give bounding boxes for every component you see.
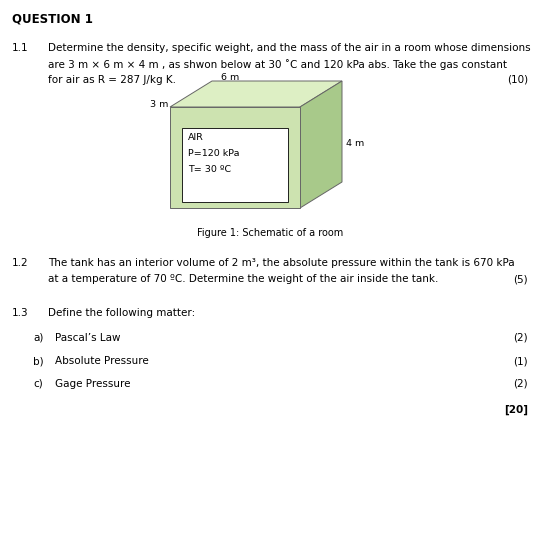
- Bar: [182, 128, 288, 202]
- Text: [20]: [20]: [504, 405, 528, 415]
- Text: 1.1: 1.1: [12, 43, 29, 53]
- Text: P=120 kPa: P=120 kPa: [188, 149, 240, 158]
- Text: are 3 m × 6 m × 4 m , as shwon below at 30 ˚C and 120 kPa abs. Take the gas cons: are 3 m × 6 m × 4 m , as shwon below at …: [48, 59, 507, 70]
- Text: a): a): [33, 333, 43, 343]
- Text: Define the following matter:: Define the following matter:: [48, 308, 195, 318]
- Text: 1.2: 1.2: [12, 258, 29, 268]
- Text: at a temperature of 70 ºC. Determine the weight of the air inside the tank.: at a temperature of 70 ºC. Determine the…: [48, 274, 438, 284]
- Text: (5): (5): [514, 274, 528, 284]
- Text: for air as R = 287 J/kg K.: for air as R = 287 J/kg K.: [48, 75, 176, 85]
- Text: AIR: AIR: [188, 133, 204, 142]
- Text: Figure 1: Schematic of a room: Figure 1: Schematic of a room: [197, 228, 343, 238]
- Text: (1): (1): [514, 356, 528, 366]
- Text: QUESTION 1: QUESTION 1: [12, 12, 93, 25]
- Text: T= 30 ºC: T= 30 ºC: [188, 165, 231, 174]
- Text: (2): (2): [514, 379, 528, 389]
- Text: 6 m: 6 m: [221, 73, 239, 82]
- Text: Absolute Pressure: Absolute Pressure: [55, 356, 148, 366]
- Polygon shape: [170, 81, 342, 107]
- Text: c): c): [33, 379, 43, 389]
- Text: 1.3: 1.3: [12, 308, 29, 318]
- Polygon shape: [300, 81, 342, 208]
- Text: Pascal’s Law: Pascal’s Law: [55, 333, 120, 343]
- Text: 3 m: 3 m: [150, 100, 168, 109]
- Text: (2): (2): [514, 333, 528, 343]
- Text: The tank has an interior volume of 2 m³, the absolute pressure within the tank i: The tank has an interior volume of 2 m³,…: [48, 258, 515, 268]
- Text: Determine the density, specific weight, and the mass of the air in a room whose : Determine the density, specific weight, …: [48, 43, 531, 53]
- Text: 4 m: 4 m: [346, 139, 364, 148]
- Polygon shape: [170, 107, 300, 208]
- Text: b): b): [33, 356, 44, 366]
- Text: Gage Pressure: Gage Pressure: [55, 379, 131, 389]
- Text: (10): (10): [507, 75, 528, 85]
